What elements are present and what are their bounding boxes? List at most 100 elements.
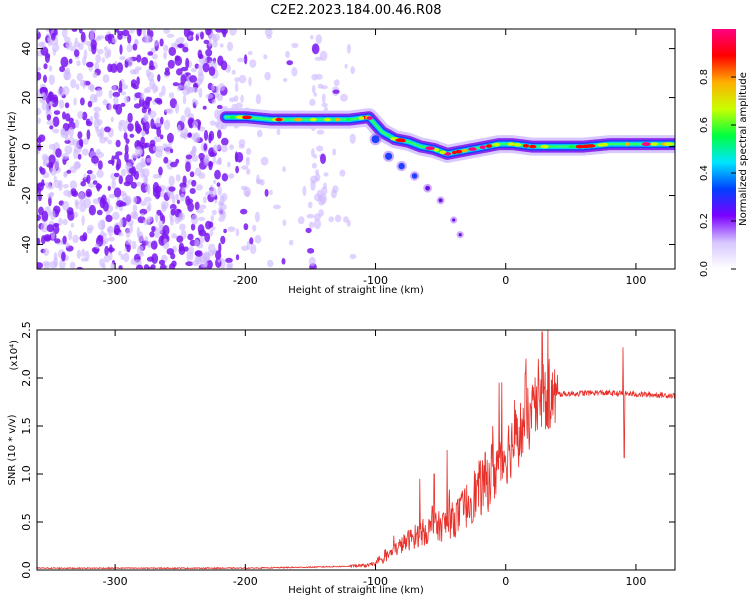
noise-blob <box>194 201 200 211</box>
noise-blob <box>186 86 194 94</box>
noise-blob <box>203 251 211 262</box>
noise-blob <box>214 169 221 180</box>
noise-blob <box>96 151 105 158</box>
noise-blob <box>283 77 288 83</box>
x-tick-label: 0 <box>502 274 509 287</box>
noise-blob <box>198 229 207 237</box>
noise-blob <box>133 103 141 109</box>
y-tick-label: 40 <box>20 42 33 56</box>
y-tick-label: 2.5 <box>20 321 33 339</box>
snr-x-ticks: -300 -200 -100 0 100 <box>103 330 646 588</box>
noise-blob <box>119 80 123 91</box>
noise-blob <box>48 195 52 207</box>
noise-blob <box>48 74 55 86</box>
noise-blob <box>220 60 228 71</box>
noise-blob <box>69 165 77 174</box>
noise-blob <box>147 71 154 82</box>
noise-blob <box>311 43 320 55</box>
noise-blob <box>203 39 210 45</box>
noise-blob <box>156 99 163 105</box>
noise-blob <box>74 119 80 129</box>
noise-blob <box>285 50 290 59</box>
noise-blob <box>225 257 233 263</box>
noise-blob <box>171 42 178 48</box>
noise-blob <box>83 197 92 209</box>
noise-blob <box>136 76 140 86</box>
noise-blob <box>163 119 171 130</box>
noise-blob <box>71 29 78 32</box>
noise-blob <box>138 245 144 252</box>
noise-blob <box>114 29 120 33</box>
noise-blob <box>41 235 46 245</box>
noise-blob <box>218 201 224 207</box>
noise-blob <box>42 159 47 166</box>
noise-blob <box>53 29 58 36</box>
noise-blob <box>198 72 205 83</box>
noise-blob <box>305 227 312 234</box>
noise-blob <box>217 129 222 139</box>
noise-blob <box>126 242 131 253</box>
noise-blob <box>260 156 269 166</box>
ridge-hotspot <box>395 138 406 142</box>
ridge-hotspot <box>434 148 440 152</box>
colorbar-tick-label: 0.6 <box>699 117 710 133</box>
spectrogram-x-label: Height of straight line (km) <box>288 285 424 296</box>
noise-blob <box>51 94 59 104</box>
noise-blob <box>163 51 168 60</box>
noise-blob <box>87 224 94 231</box>
noise-blob <box>164 108 172 113</box>
ridge-hotspot <box>575 144 585 149</box>
noise-blob <box>168 186 176 192</box>
ridge-hotspot <box>479 145 486 149</box>
noise-blob <box>97 48 104 55</box>
noise-blob <box>167 59 175 69</box>
noise-blob <box>349 133 356 144</box>
noise-blob <box>188 246 194 255</box>
noise-blob <box>215 250 222 260</box>
noise-blob <box>235 102 243 109</box>
noise-blob <box>92 198 101 205</box>
noise-blob <box>78 138 84 147</box>
noise-blob <box>188 132 192 137</box>
ridge-hotspot <box>334 117 341 122</box>
noise-blob <box>70 222 74 228</box>
noise-blob <box>143 264 150 269</box>
noise-blob <box>255 94 262 105</box>
noise-blob <box>98 132 104 139</box>
noise-blob <box>349 253 357 260</box>
noise-blob <box>176 199 180 204</box>
noise-blob <box>248 76 252 87</box>
spectrogram-y-ticks: 40 20 0 -20 -40 <box>20 42 675 253</box>
noise-blob <box>203 261 208 268</box>
noise-blob <box>77 131 83 140</box>
noise-blob <box>320 153 326 165</box>
noise-blob <box>151 226 156 232</box>
noise-blob <box>37 182 45 187</box>
noise-blob <box>111 155 115 166</box>
noise-blob <box>168 175 175 187</box>
noise-blob <box>41 210 49 222</box>
noise-blob <box>166 33 175 38</box>
colorbar-tick-label: 0.0 <box>699 261 710 277</box>
noise-blob <box>194 250 203 257</box>
noise-blob <box>332 148 337 156</box>
noise-blob <box>69 45 77 52</box>
noise-blob <box>188 119 194 129</box>
noise-blob <box>40 222 49 233</box>
noise-blob <box>190 223 196 231</box>
noise-blob <box>82 56 87 66</box>
noise-blob <box>182 46 189 53</box>
noise-blob <box>69 180 78 190</box>
noise-blob <box>212 154 216 165</box>
noise-blob <box>340 93 348 102</box>
noise-blob <box>114 224 120 235</box>
noise-blob <box>110 262 115 269</box>
noise-blob <box>180 115 186 123</box>
noise-blob <box>238 139 246 147</box>
noise-blob <box>281 258 286 265</box>
noise-blob <box>107 33 112 45</box>
noise-blob <box>67 191 72 199</box>
noise-blob <box>139 142 148 149</box>
noise-blob <box>146 157 153 163</box>
y-tick-label: 1.0 <box>20 465 33 483</box>
